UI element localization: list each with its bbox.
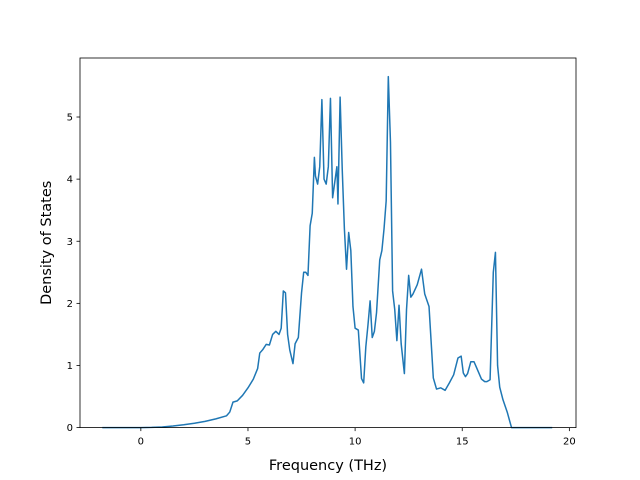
x-axis-label: Frequency (THz)	[269, 458, 387, 474]
y-axis-ticks: 0 1 2 3 4 5	[67, 113, 80, 434]
x-axis-ticks: 0 5 10 15 20	[138, 427, 576, 448]
y-tick-label: 4	[67, 175, 73, 186]
x-tick-label: 20	[563, 437, 576, 448]
y-tick-label: 3	[67, 237, 73, 248]
x-tick-label: 10	[349, 437, 362, 448]
dos-series-line-0	[102, 75, 553, 429]
y-axis-label: Density of States	[39, 181, 55, 305]
y-tick-label: 1	[67, 361, 73, 372]
y-tick-label: 2	[67, 299, 73, 310]
y-tick-label: 0	[67, 423, 73, 434]
y-tick-label: 5	[67, 113, 73, 124]
x-tick-label: 0	[138, 437, 144, 448]
x-tick-label: 5	[245, 437, 251, 448]
x-tick-label: 15	[456, 437, 469, 448]
plot-marks	[102, 75, 553, 429]
axes-frame	[79, 57, 577, 429]
